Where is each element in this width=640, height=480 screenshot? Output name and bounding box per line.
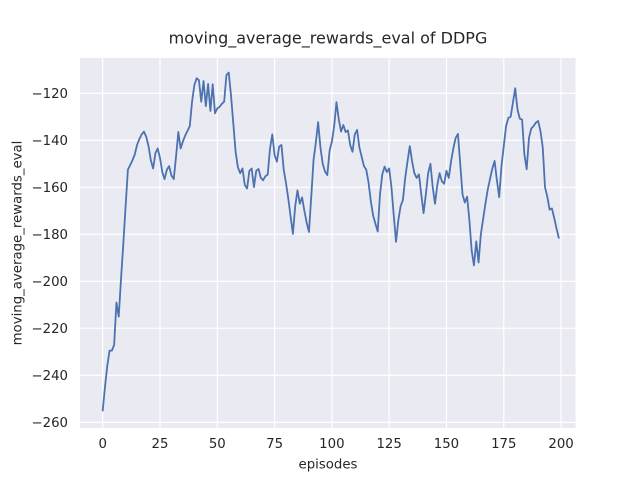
y-tick-label: −260 [31,416,68,431]
y-tick-label: −220 [31,322,68,337]
y-tick-label: −120 [31,87,68,102]
grid-lines [80,58,576,428]
y-tick-label: −240 [31,369,68,384]
x-tick-labels: 0 25 50 75 100 125 150 175 200 [98,437,573,452]
reward-line [101,71,560,412]
y-axis-label: moving_average_rewards_eval [10,140,26,346]
x-tick-label: 25 [152,437,169,452]
x-tick-label: 100 [319,437,344,452]
y-tick-label: −180 [31,228,68,243]
y-tick-label: −140 [31,134,68,149]
series-lines [101,71,560,412]
x-tick-label: 50 [209,437,226,452]
plot-area [80,58,576,428]
y-tick-label: −160 [31,181,68,196]
x-tick-label: 125 [376,437,401,452]
x-tick-label: 200 [548,437,573,452]
y-tick-label: −200 [31,275,68,290]
x-axis-label: episodes [298,457,358,473]
x-tick-label: 175 [491,437,516,452]
plot-background [80,58,576,428]
y-tick-labels: −120 −140 −160 −180 −200 −220 −240 −260 [31,87,68,431]
x-tick-label: 75 [266,437,283,452]
chart-title: moving_average_rewards_eval of DDPG [168,28,488,48]
x-tick-label: 150 [434,437,459,452]
x-tick-label: 0 [98,437,106,452]
